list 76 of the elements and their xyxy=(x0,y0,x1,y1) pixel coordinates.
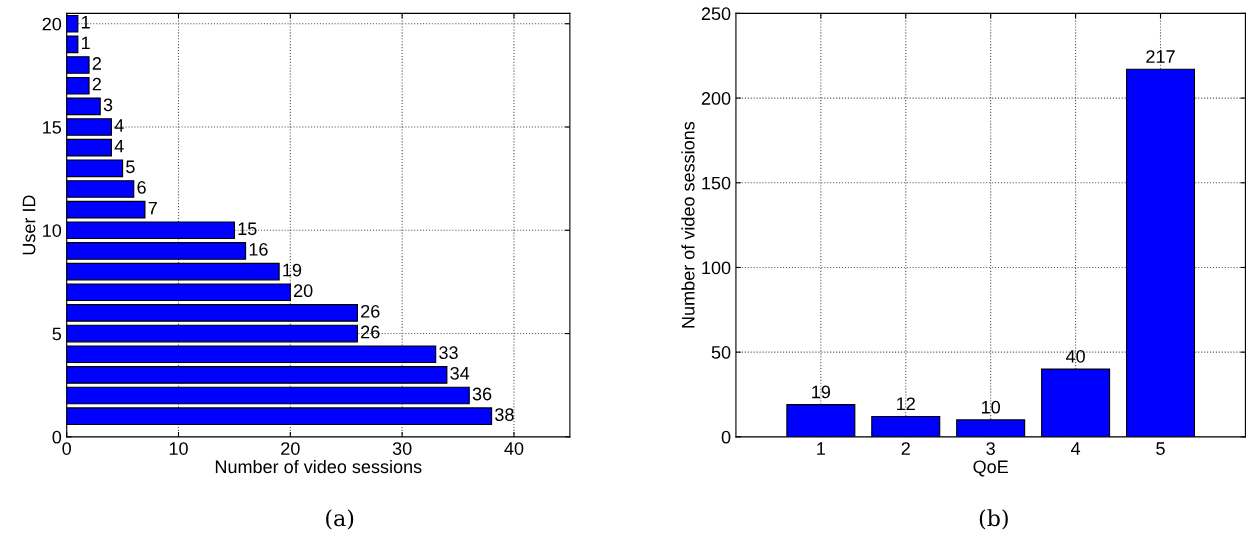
data-label: 217 xyxy=(1146,50,1175,63)
bar xyxy=(66,262,280,281)
data-label: 20 xyxy=(294,284,313,298)
data-label: 26 xyxy=(361,325,380,339)
data-label: 33 xyxy=(439,346,458,360)
y-tick-label: 15 xyxy=(43,121,62,134)
text: (a) xyxy=(326,509,354,530)
x-tick-label: 20 xyxy=(281,442,300,455)
y-tick-label: 150 xyxy=(702,176,731,190)
y-axis-title: Number of video sessions xyxy=(681,121,695,328)
bar xyxy=(66,159,124,178)
x-axis-title: Number of video sessions xyxy=(215,459,422,474)
data-label: 12 xyxy=(897,397,915,410)
data-label: 6 xyxy=(137,181,146,194)
data-label: 16 xyxy=(249,243,268,256)
data-label: 34 xyxy=(450,366,470,380)
data-label: 36 xyxy=(472,387,492,401)
bar xyxy=(66,56,90,74)
bar xyxy=(66,324,358,343)
y-tick-label: 20 xyxy=(42,17,62,31)
bar xyxy=(66,407,493,426)
bar xyxy=(66,138,112,157)
y-tick-label: 200 xyxy=(701,92,731,105)
data-label: 2 xyxy=(92,77,101,91)
bar xyxy=(66,76,90,95)
y-tick-label: 0 xyxy=(52,430,62,444)
data-label: 3 xyxy=(103,98,113,112)
x-tick-label: 40 xyxy=(504,442,524,455)
data-label: 7 xyxy=(148,201,157,215)
data-label: 15 xyxy=(238,222,257,236)
bar xyxy=(66,242,247,260)
bar xyxy=(66,283,291,302)
data-label: 4 xyxy=(114,139,124,153)
x-tick-label: 5 xyxy=(1156,442,1165,455)
text: (b) xyxy=(979,509,1008,530)
data-label: 26 xyxy=(361,304,380,318)
x-tick-label: 2 xyxy=(901,442,910,455)
bar xyxy=(66,304,358,322)
x-axis-title: QoE xyxy=(973,460,1008,477)
y-tick-label: 5 xyxy=(52,327,62,341)
bar xyxy=(66,180,135,198)
y-tick-label: 100 xyxy=(702,261,731,275)
x-tick-label: 1 xyxy=(817,442,825,455)
x-tick-label: 30 xyxy=(392,442,412,455)
data-label: 2 xyxy=(92,57,101,70)
y-tick-label: 250 xyxy=(701,7,731,21)
data-label: 38 xyxy=(495,408,514,422)
data-label: 40 xyxy=(1065,349,1085,363)
y-tick-label: 0 xyxy=(721,430,731,444)
y-tick-label: 50 xyxy=(711,346,731,359)
bar xyxy=(871,415,941,437)
data-label: 10 xyxy=(982,400,1001,414)
x-tick-label: 10 xyxy=(169,442,188,455)
bar xyxy=(66,200,146,219)
x-tick-label: 0 xyxy=(62,442,71,455)
bar xyxy=(66,97,101,116)
data-label: 19 xyxy=(283,263,302,277)
bar xyxy=(956,419,1026,437)
y-tick-label: 10 xyxy=(43,224,62,237)
x-tick-label: 3 xyxy=(986,442,995,455)
bar xyxy=(1125,68,1196,437)
bar xyxy=(66,386,470,405)
bar xyxy=(786,404,856,437)
x-tick-label: 4 xyxy=(1070,442,1081,455)
data-label: 1 xyxy=(82,15,90,29)
bar xyxy=(66,118,112,136)
y-axis-title: User ID xyxy=(22,195,36,255)
bar xyxy=(1041,368,1111,437)
bar xyxy=(66,345,437,364)
data-label: 19 xyxy=(812,385,831,399)
bar xyxy=(66,35,79,54)
data-label: 5 xyxy=(126,160,135,174)
bar xyxy=(66,366,448,384)
bar xyxy=(66,221,235,240)
data-label: 1 xyxy=(82,36,90,50)
data-label: 4 xyxy=(114,119,124,132)
